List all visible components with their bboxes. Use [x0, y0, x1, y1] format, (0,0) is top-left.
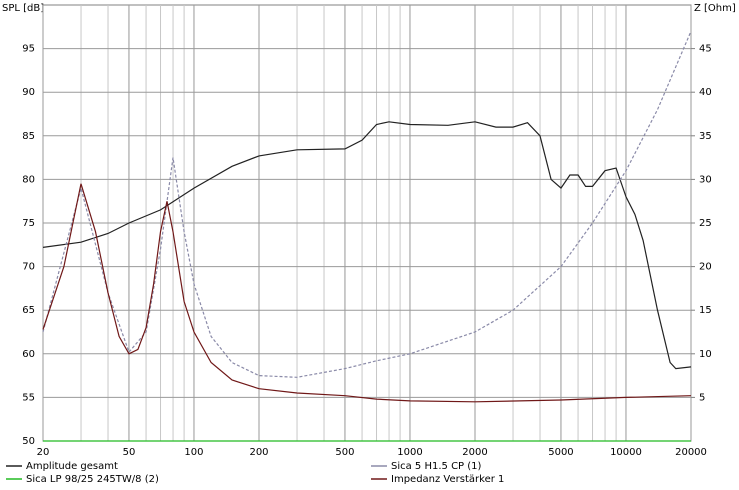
y-tick-label: 50: [22, 436, 35, 447]
legend-label: Impedanz Verstärker 1: [391, 474, 504, 485]
series-line: [42, 183, 692, 403]
y2-tick-label: 35: [699, 131, 712, 142]
y-tick-label: 65: [22, 305, 35, 316]
y2-tick-label: 15: [699, 305, 712, 316]
legend-label: Amplitude gesamt: [26, 461, 118, 472]
y-tick-label: 55: [22, 392, 35, 403]
y-tick-label: 85: [22, 131, 35, 142]
legend-label: Sica LP 98/25 245TW/8 (2): [26, 474, 159, 485]
series-line: [42, 121, 692, 370]
x-tick-label: 500: [335, 447, 354, 458]
x-tick-label: 10000: [610, 447, 642, 458]
y-tick-label: 60: [22, 349, 35, 360]
x-tick-label: 50: [123, 447, 136, 458]
x-tick-label: 1000: [397, 447, 422, 458]
y2-tick-label: 25: [699, 218, 712, 229]
y-tick-label: 90: [22, 87, 35, 98]
y2-tick-label: 40: [699, 87, 712, 98]
y-tick-label: 95: [22, 44, 35, 55]
x-tick-label: 2000: [462, 447, 487, 458]
x-tick-label: 200: [249, 447, 268, 458]
y2-tick-label: 45: [699, 44, 712, 55]
y-axis-label: SPL [dB]: [2, 3, 44, 14]
x-tick-label: 20: [37, 447, 50, 458]
y2-tick-label: 30: [699, 174, 712, 185]
y-tick-label: 75: [22, 218, 35, 229]
y-tick-label: 70: [22, 262, 35, 273]
y2-tick-label: 10: [699, 349, 712, 360]
y2-tick-label: 5: [699, 392, 705, 403]
series-line: [42, 30, 692, 378]
legend-label: Sica 5 H1.5 CP (1): [391, 461, 482, 472]
y2-axis-label: Z [Ohm]: [694, 3, 736, 14]
y2-tick-label: 20: [699, 262, 712, 273]
x-tick-label: 20000: [675, 447, 707, 458]
y-tick-label: 80: [22, 174, 35, 185]
x-tick-label: 100: [184, 447, 203, 458]
x-tick-label: 5000: [548, 447, 573, 458]
